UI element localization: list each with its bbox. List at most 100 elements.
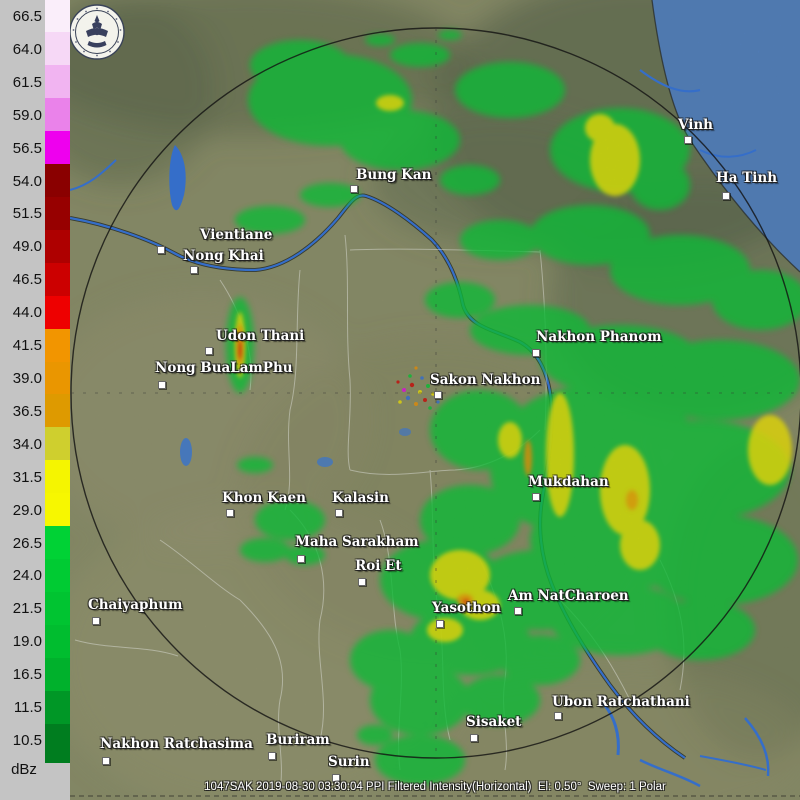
city-marker [436, 620, 444, 628]
city-label: Roi Et [355, 558, 402, 574]
colorbar-band [45, 624, 70, 659]
colorbar-tick-label: 19.0 [12, 633, 42, 651]
city-label: Sisaket [466, 714, 522, 730]
city-label: Nakhon Phanom [536, 329, 662, 345]
city-marker [532, 349, 540, 357]
city-marker [684, 136, 692, 144]
colorbar-tick-label: 29.0 [12, 501, 42, 519]
city-label: Bung Kan [356, 167, 432, 183]
colorbar-band [45, 427, 70, 461]
city-label: Sakon Nakhon [430, 372, 541, 388]
agency-logo [68, 3, 126, 61]
colorbar-band [45, 131, 70, 165]
city-label: Buriram [266, 732, 330, 748]
colorbar-band [45, 690, 70, 725]
colorbar-band [45, 526, 70, 560]
colorbar-tick-label: 39.0 [12, 370, 42, 387]
colorbar-band [45, 328, 70, 363]
colorbar-band [45, 295, 70, 330]
colorbar-tick-label: 54.0 [12, 172, 42, 190]
city-marker [350, 185, 358, 193]
colorbar-band [45, 591, 70, 626]
city-marker [297, 555, 305, 563]
city-label: Nong BuaLamPhu [155, 360, 293, 376]
city-marker [470, 734, 478, 742]
colorbar-tick-label: 16.5 [12, 666, 42, 684]
colorbar-band [45, 723, 70, 763]
colorbar-band [45, 394, 70, 428]
city-label: Khon Kaen [222, 490, 306, 506]
city-label: Vinh [678, 117, 713, 133]
colorbar-tick-label: 56.5 [12, 139, 42, 157]
city-marker [335, 509, 343, 517]
status-bar: 1047SAK 2019-08-30 03:30:04 PPI Filtered… [204, 781, 666, 793]
colorbar-tick-label: 49.0 [12, 238, 42, 256]
city-marker [157, 246, 165, 254]
colorbar-tick-label: 61.5 [12, 73, 42, 91]
colorbar-tick-label: 24.0 [12, 567, 42, 585]
city-marker [205, 347, 213, 355]
colorbar-tick-label: 64.0 [12, 40, 42, 58]
colorbar-tick-label: 46.5 [12, 271, 42, 289]
colorbar-band [45, 493, 70, 527]
city-label: Udon Thani [216, 328, 305, 344]
city-label: Nong Khai [183, 248, 264, 264]
colorbar-band [45, 197, 70, 231]
city-marker [722, 192, 730, 200]
city-marker [158, 381, 166, 389]
city-marker [514, 607, 522, 615]
colorbar-tick-label: 26.5 [12, 534, 42, 552]
city-marker [358, 578, 366, 586]
city-label: Surin [328, 754, 370, 770]
city-marker [434, 391, 442, 399]
colorbar-band [45, 559, 70, 593]
colorbar-band [45, 65, 70, 99]
colorbar-tick-label: 31.5 [12, 468, 42, 486]
city-label: Kalasin [332, 490, 389, 506]
city-label: Chaiyaphum [88, 597, 183, 613]
city-marker [92, 617, 100, 625]
colorbar-tick-label: 36.5 [12, 402, 42, 420]
city-marker [532, 493, 540, 501]
colorbar-band [45, 32, 70, 66]
city-marker [102, 757, 110, 765]
colorbar-band [45, 0, 70, 34]
colorbar-tick-label: 66.5 [12, 8, 42, 25]
city-marker [268, 752, 276, 760]
city-label: Yasothon [432, 600, 501, 616]
city-marker [554, 712, 562, 720]
colorbar-tick-label: 41.5 [12, 337, 42, 355]
city-label: Am NatCharoen [508, 588, 629, 604]
colorbar-tick-label: 51.5 [12, 205, 42, 223]
colorbar-band [45, 262, 70, 297]
colorbar-band [45, 164, 70, 198]
colorbar-tick-label: 10.5 [12, 732, 42, 749]
city-label: Ubon Ratchathani [552, 694, 690, 710]
city-label: Nakhon Ratchasima [100, 736, 253, 752]
city-marker [226, 509, 234, 517]
colorbar-tick-label: 59.0 [12, 106, 42, 124]
colorbar-band [45, 460, 70, 494]
city-marker [190, 266, 198, 274]
colorbar-unit-label: dBz [11, 761, 37, 778]
colorbar-strip [45, 0, 70, 763]
colorbar-tick-label: 11.5 [13, 699, 42, 717]
city-label: Vientiane [200, 227, 273, 243]
colorbar-band [45, 98, 70, 132]
colorbar-tick-label: 21.5 [12, 600, 42, 618]
colorbar-band [45, 657, 70, 692]
city-marker [332, 774, 340, 782]
city-label: Maha Sarakham [295, 534, 419, 550]
colorbar-band [45, 361, 70, 395]
colorbar-tick-label: 44.0 [12, 304, 42, 322]
thai-met-seal-icon [69, 4, 125, 60]
colorbar-tick-label: 34.0 [12, 435, 42, 453]
city-label: Mukdahan [528, 474, 609, 490]
colorbar-band [45, 229, 70, 264]
city-label: Ha Tinh [716, 170, 778, 186]
reflectivity-colorbar: 66.5 64.0 61.5 59.0 56.5 54.0 51.5 49.0 46.5 44.0… [0, 0, 70, 800]
